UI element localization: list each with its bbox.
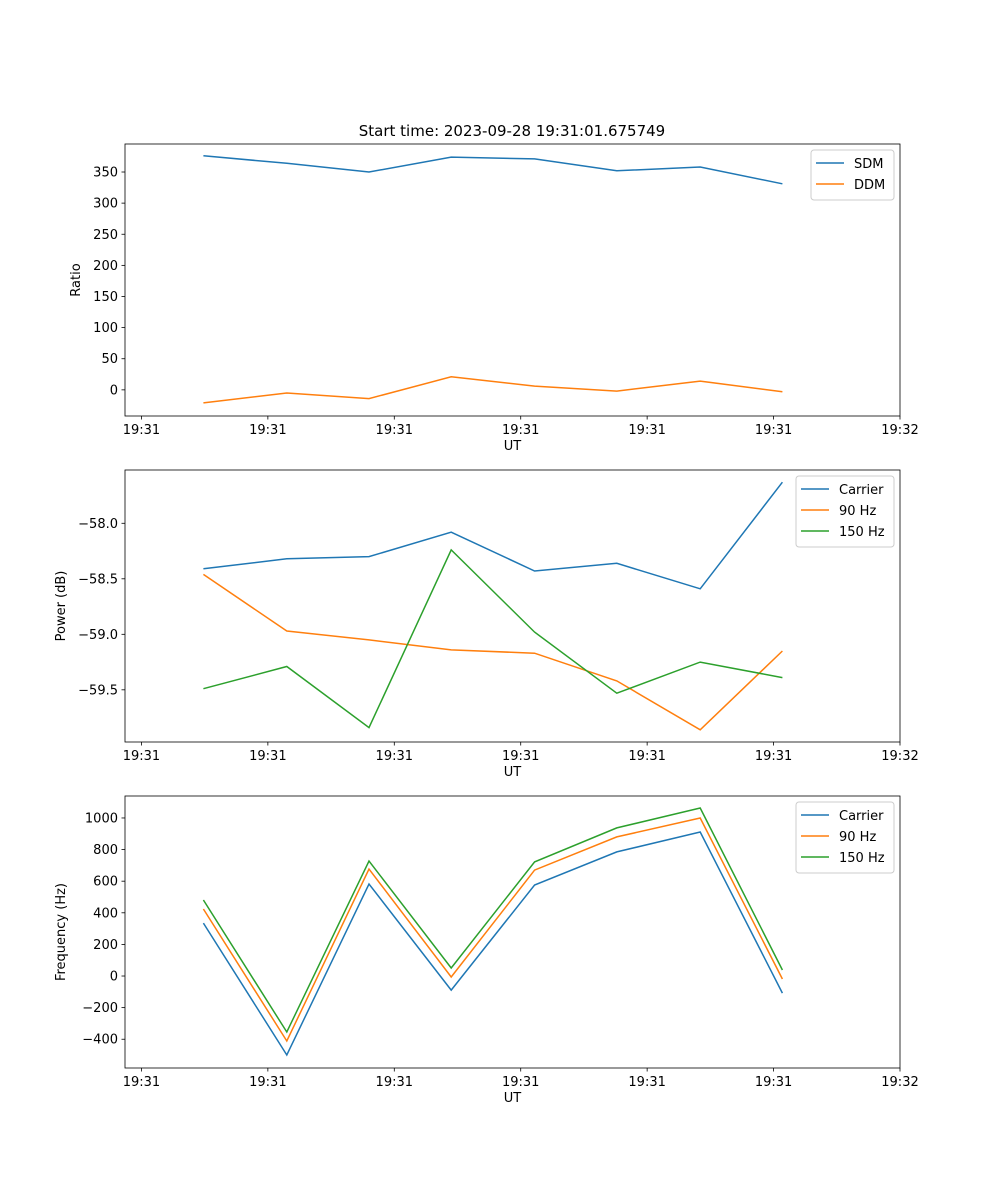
x-tick-label: 19:31 — [755, 749, 792, 764]
y-tick-label: 0 — [110, 970, 118, 985]
y-tick-label: −59.5 — [78, 683, 118, 698]
y-tick-label: 50 — [101, 352, 118, 367]
x-axis-label: UT — [504, 765, 522, 780]
y-axis-label: Ratio — [69, 263, 84, 296]
series-line-150-hz — [202, 807, 784, 1034]
figure-title: Start time: 2023-09-28 19:31:01.675749 — [359, 122, 665, 140]
y-tick-label: 1000 — [85, 811, 118, 826]
legend-label: 90 Hz — [839, 830, 876, 845]
x-tick-label: 19:31 — [755, 1075, 792, 1090]
y-tick-label: 100 — [93, 321, 118, 336]
series-line-90-hz — [202, 573, 783, 731]
x-tick-label: 19:32 — [881, 1075, 918, 1090]
y-axis-label: Power (dB) — [54, 571, 69, 642]
subplot-3: 19:31 19:31 19:31 19:31 19:31 19:31 19:32 1000 8… — [54, 795, 919, 1106]
x-tick-label: 19:31 — [249, 1075, 286, 1090]
series-line-ddm — [203, 376, 783, 404]
legend-label: SDM — [854, 157, 883, 172]
x-tick-label: 19:31 — [755, 423, 792, 438]
legend-label: Carrier — [839, 483, 884, 498]
y-tick-label: −400 — [82, 1033, 118, 1048]
series-line-sdm — [203, 155, 783, 185]
x-tick-label: 19:32 — [881, 749, 918, 764]
y-tick-label: −59.0 — [78, 628, 118, 643]
axes-frame — [124, 795, 901, 1069]
x-tick-label: 19:31 — [249, 749, 286, 764]
legend-box — [795, 801, 895, 874]
x-tick-label: 19:32 — [881, 423, 918, 438]
y-tick-label: 400 — [93, 906, 118, 921]
legend: Carrier 90 Hz 150 Hz — [795, 801, 895, 874]
legend-label: DDM — [854, 178, 885, 193]
x-tick-label: 19:31 — [123, 423, 160, 438]
y-tick-label: −58.0 — [78, 517, 118, 532]
x-tick-label: 19:31 — [502, 749, 539, 764]
y-axis-label: Frequency (Hz) — [54, 883, 69, 981]
series-line-carrier — [203, 481, 783, 590]
legend-label: 90 Hz — [839, 504, 876, 519]
axes-frame — [124, 469, 901, 743]
x-tick-label: 19:31 — [376, 423, 413, 438]
x-tick-label: 19:31 — [376, 1075, 413, 1090]
x-tick-label: 19:31 — [123, 749, 160, 764]
x-tick-label: 19:31 — [123, 1075, 160, 1090]
y-tick-label: 200 — [93, 938, 118, 953]
axes-frame — [124, 143, 901, 417]
x-tick-label: 19:31 — [502, 423, 539, 438]
x-axis-label: UT — [504, 439, 522, 454]
y-tick-label: 300 — [93, 197, 118, 212]
y-tick-label: 800 — [93, 843, 118, 858]
legend-box — [795, 475, 895, 548]
y-tick-label: 200 — [93, 259, 118, 274]
y-tick-label: 250 — [93, 228, 118, 243]
legend-label: 150 Hz — [839, 525, 885, 540]
series-line-carrier — [202, 831, 784, 1057]
y-tick-label: 150 — [93, 290, 118, 305]
y-tick-label: 350 — [93, 166, 118, 181]
x-axis-label: UT — [504, 1091, 522, 1106]
x-tick-label: 19:31 — [628, 1075, 665, 1090]
subplot-2: 19:31 19:31 19:31 19:31 19:31 19:31 19:32 −58.0… — [54, 469, 919, 780]
y-tick-label: −58.5 — [78, 572, 118, 587]
x-tick-label: 19:31 — [249, 423, 286, 438]
series-line-150-hz — [203, 548, 783, 729]
y-tick-label: 0 — [110, 383, 118, 398]
series-line-90-hz — [202, 817, 784, 1043]
legend-label: 150 Hz — [839, 851, 885, 866]
x-tick-label: 19:31 — [502, 1075, 539, 1090]
x-tick-label: 19:31 — [628, 423, 665, 438]
legend: Carrier 90 Hz 150 Hz — [795, 475, 895, 548]
legend: SDM DDM — [810, 149, 895, 201]
x-tick-label: 19:31 — [628, 749, 665, 764]
x-tick-label: 19:31 — [376, 749, 413, 764]
subplot-1: 19:31 19:31 19:31 19:31 19:31 19:31 19:32 0 50 10… — [69, 143, 919, 454]
y-tick-label: −200 — [82, 1001, 118, 1016]
y-tick-label: 600 — [93, 875, 118, 890]
legend-label: Carrier — [839, 809, 884, 824]
